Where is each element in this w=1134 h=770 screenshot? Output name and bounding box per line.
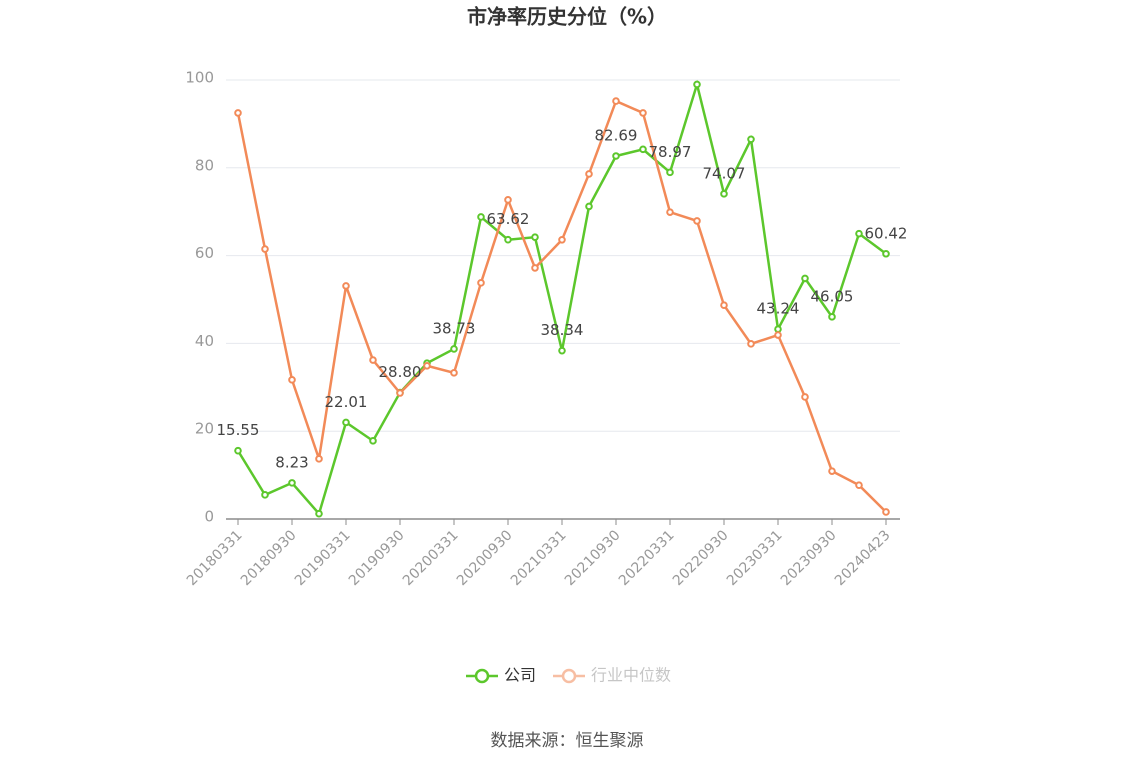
data-label: 46.05 [811,287,854,305]
data-label: 38.73 [433,319,476,337]
point [477,279,485,287]
x-tick-label: 20240423 [832,527,894,589]
point [450,345,458,353]
y-tick-label: 0 [204,508,214,526]
point [585,170,593,178]
data-label: 63.62 [487,210,530,228]
point [261,491,269,499]
point [774,331,782,339]
legend-marker [561,668,577,684]
point [234,446,242,455]
x-tick-label: 20210331 [508,527,570,589]
point [342,282,350,290]
point [801,274,809,283]
x-tick-label: 20220331 [616,527,678,589]
point [342,418,350,427]
point [396,389,404,397]
point [639,145,647,154]
point [288,376,296,384]
legend-label: 行业中位数 [591,666,671,685]
point [882,508,890,516]
point [315,509,323,518]
x-tick-label: 20200930 [454,527,516,589]
y-tick-label: 60 [195,244,214,262]
y-tick-label: 40 [195,332,214,350]
point [423,361,431,370]
x-tick-label: 20190930 [346,527,408,589]
point [288,479,296,487]
x-tick-label: 20190331 [292,527,354,589]
x-tick-label: 20180331 [184,527,246,589]
legend-label: 公司 [504,666,536,685]
data-label: 22.01 [325,393,368,411]
x-tick-label: 20230930 [778,527,840,589]
point [666,168,674,177]
point [504,196,512,204]
point [234,109,242,117]
data-label: 82.69 [595,126,638,144]
point [828,467,836,475]
point [369,437,377,445]
source: 数据来源：恒生聚源 [491,731,644,751]
point [450,369,458,377]
point [855,229,863,238]
x-tick-label: 20180930 [238,527,300,589]
point [558,235,566,244]
point [315,455,323,463]
data-label: 38.34 [541,321,584,339]
point [585,202,593,211]
point [477,213,485,221]
y-tick-label: 20 [195,420,214,438]
data-label: 43.24 [757,300,800,318]
data-label: 74.07 [703,164,746,182]
x-tick-label: 20230331 [724,527,786,589]
point [855,481,863,489]
x-tick-label: 20210930 [562,527,624,589]
point [882,249,890,258]
point [558,346,566,355]
data-label: 15.55 [217,421,260,439]
chart-title: 市净率历史分位（%） [467,5,667,29]
point [612,97,620,105]
point [720,190,728,198]
data-label: 28.80 [379,363,422,381]
y-tick-label: 80 [195,156,214,174]
point [666,208,674,216]
x-tick-label: 20200331 [400,527,462,589]
point [369,356,377,364]
data-label: 8.23 [275,453,308,471]
point [531,264,539,272]
point [612,152,620,160]
point [828,313,836,321]
point [801,393,809,401]
legend-item: 行业中位数 [553,666,671,685]
point [747,340,755,348]
point [774,325,782,333]
point [720,301,728,310]
legend-marker [474,668,490,684]
y-tick-label: 100 [185,69,214,87]
legend-item: 公司 [466,666,536,685]
point [261,245,269,253]
data-label: 78.97 [649,143,692,161]
point [639,109,647,117]
point [693,217,701,225]
point [531,233,539,241]
point [504,235,512,244]
x-tick-label: 20220930 [670,527,732,589]
point [747,135,755,144]
data-label: 60.42 [865,224,908,242]
point [693,80,701,89]
